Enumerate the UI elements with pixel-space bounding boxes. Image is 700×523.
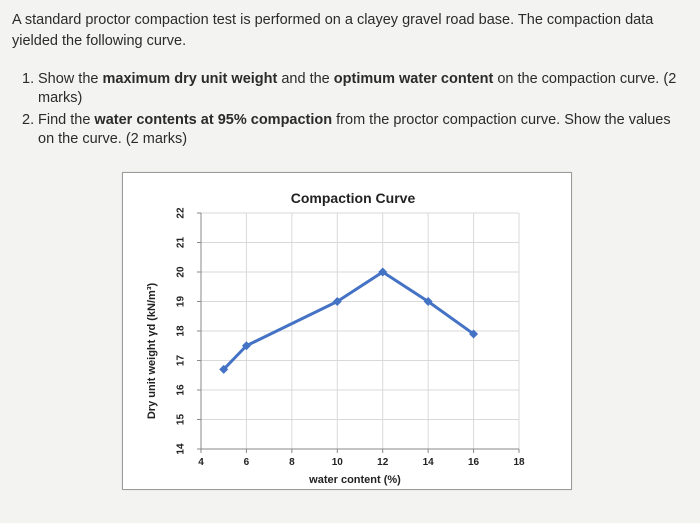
y-tick-label: 19 <box>176 296 187 308</box>
question-text-emphasis: maximum dry unit weight <box>102 71 278 87</box>
data-point-marker <box>378 267 388 277</box>
data-point-marker <box>423 297 433 306</box>
compaction-chart: Compaction Curve 4 6 8 10 12 14 16 18 14 15 16 17 18… <box>122 172 572 490</box>
y-tick-label: 14 <box>176 443 187 455</box>
question-text-part: and the <box>277 71 334 87</box>
question-list: 1. Show the maximum dry unit weight and … <box>22 70 682 152</box>
question-text-emphasis: optimum water content <box>333 71 494 87</box>
y-tick-label: 17 <box>176 355 187 367</box>
x-tick-label: 16 <box>468 457 480 468</box>
x-tick-label: 12 <box>377 457 389 468</box>
y-tick-label: 21 <box>176 237 187 249</box>
y-tick-label: 22 <box>176 207 187 219</box>
question-text-part: from the proctor compaction curve. Show … <box>38 112 671 147</box>
data-point-marker <box>219 364 229 374</box>
question-text-part: on the compaction curve. (2 marks) <box>38 71 677 106</box>
x-tick-label: 14 <box>423 457 435 468</box>
question-intro: A standard proctor compaction test is pe… <box>12 12 654 49</box>
data-point-marker <box>332 297 342 306</box>
question-text-part: Show the <box>38 71 103 87</box>
y-tick-label: 16 <box>176 384 187 396</box>
y-tick-label: 20 <box>176 266 187 278</box>
x-tick-label: 8 <box>289 457 295 468</box>
question-text: Show the maximum dry unit weight and the… <box>38 70 682 108</box>
question-text-part: Find the <box>38 112 95 128</box>
question-item-2: 2. Find the water contents at 95% compac… <box>22 111 682 149</box>
chart-series <box>219 267 479 374</box>
x-tick-label: 18 <box>513 457 525 468</box>
question-item-1: 1. Show the maximum dry unit weight and … <box>22 70 682 108</box>
question-number: 2. <box>22 112 35 128</box>
data-point-marker <box>241 341 251 351</box>
x-tick-label: 10 <box>332 457 344 468</box>
chart-svg: Compaction Curve 4 6 8 10 12 14 16 18 14 15 16 17 18… <box>146 190 525 486</box>
data-point-marker <box>469 329 479 339</box>
question-text: Find the water contents at 95% compactio… <box>38 111 682 149</box>
chart-title: Compaction Curve <box>291 190 416 206</box>
chart-grid <box>201 212 520 449</box>
y-tick-label: 15 <box>176 414 187 426</box>
question-number: 1. <box>22 71 35 87</box>
x-tick-label: 4 <box>198 457 204 468</box>
series-line <box>222 270 475 371</box>
x-axis-label: water content (%) <box>308 474 401 486</box>
question-text-emphasis: water contents at 95% compaction <box>94 112 333 128</box>
x-tick-label: 6 <box>244 457 250 468</box>
chart-ticks: 4 6 8 10 12 14 16 18 14 15 16 17 18 19 20 21 22 <box>176 207 525 468</box>
y-tick-label: 18 <box>176 325 187 337</box>
y-axis-label: Dry unit weight γd (kN/m³) <box>146 283 158 420</box>
